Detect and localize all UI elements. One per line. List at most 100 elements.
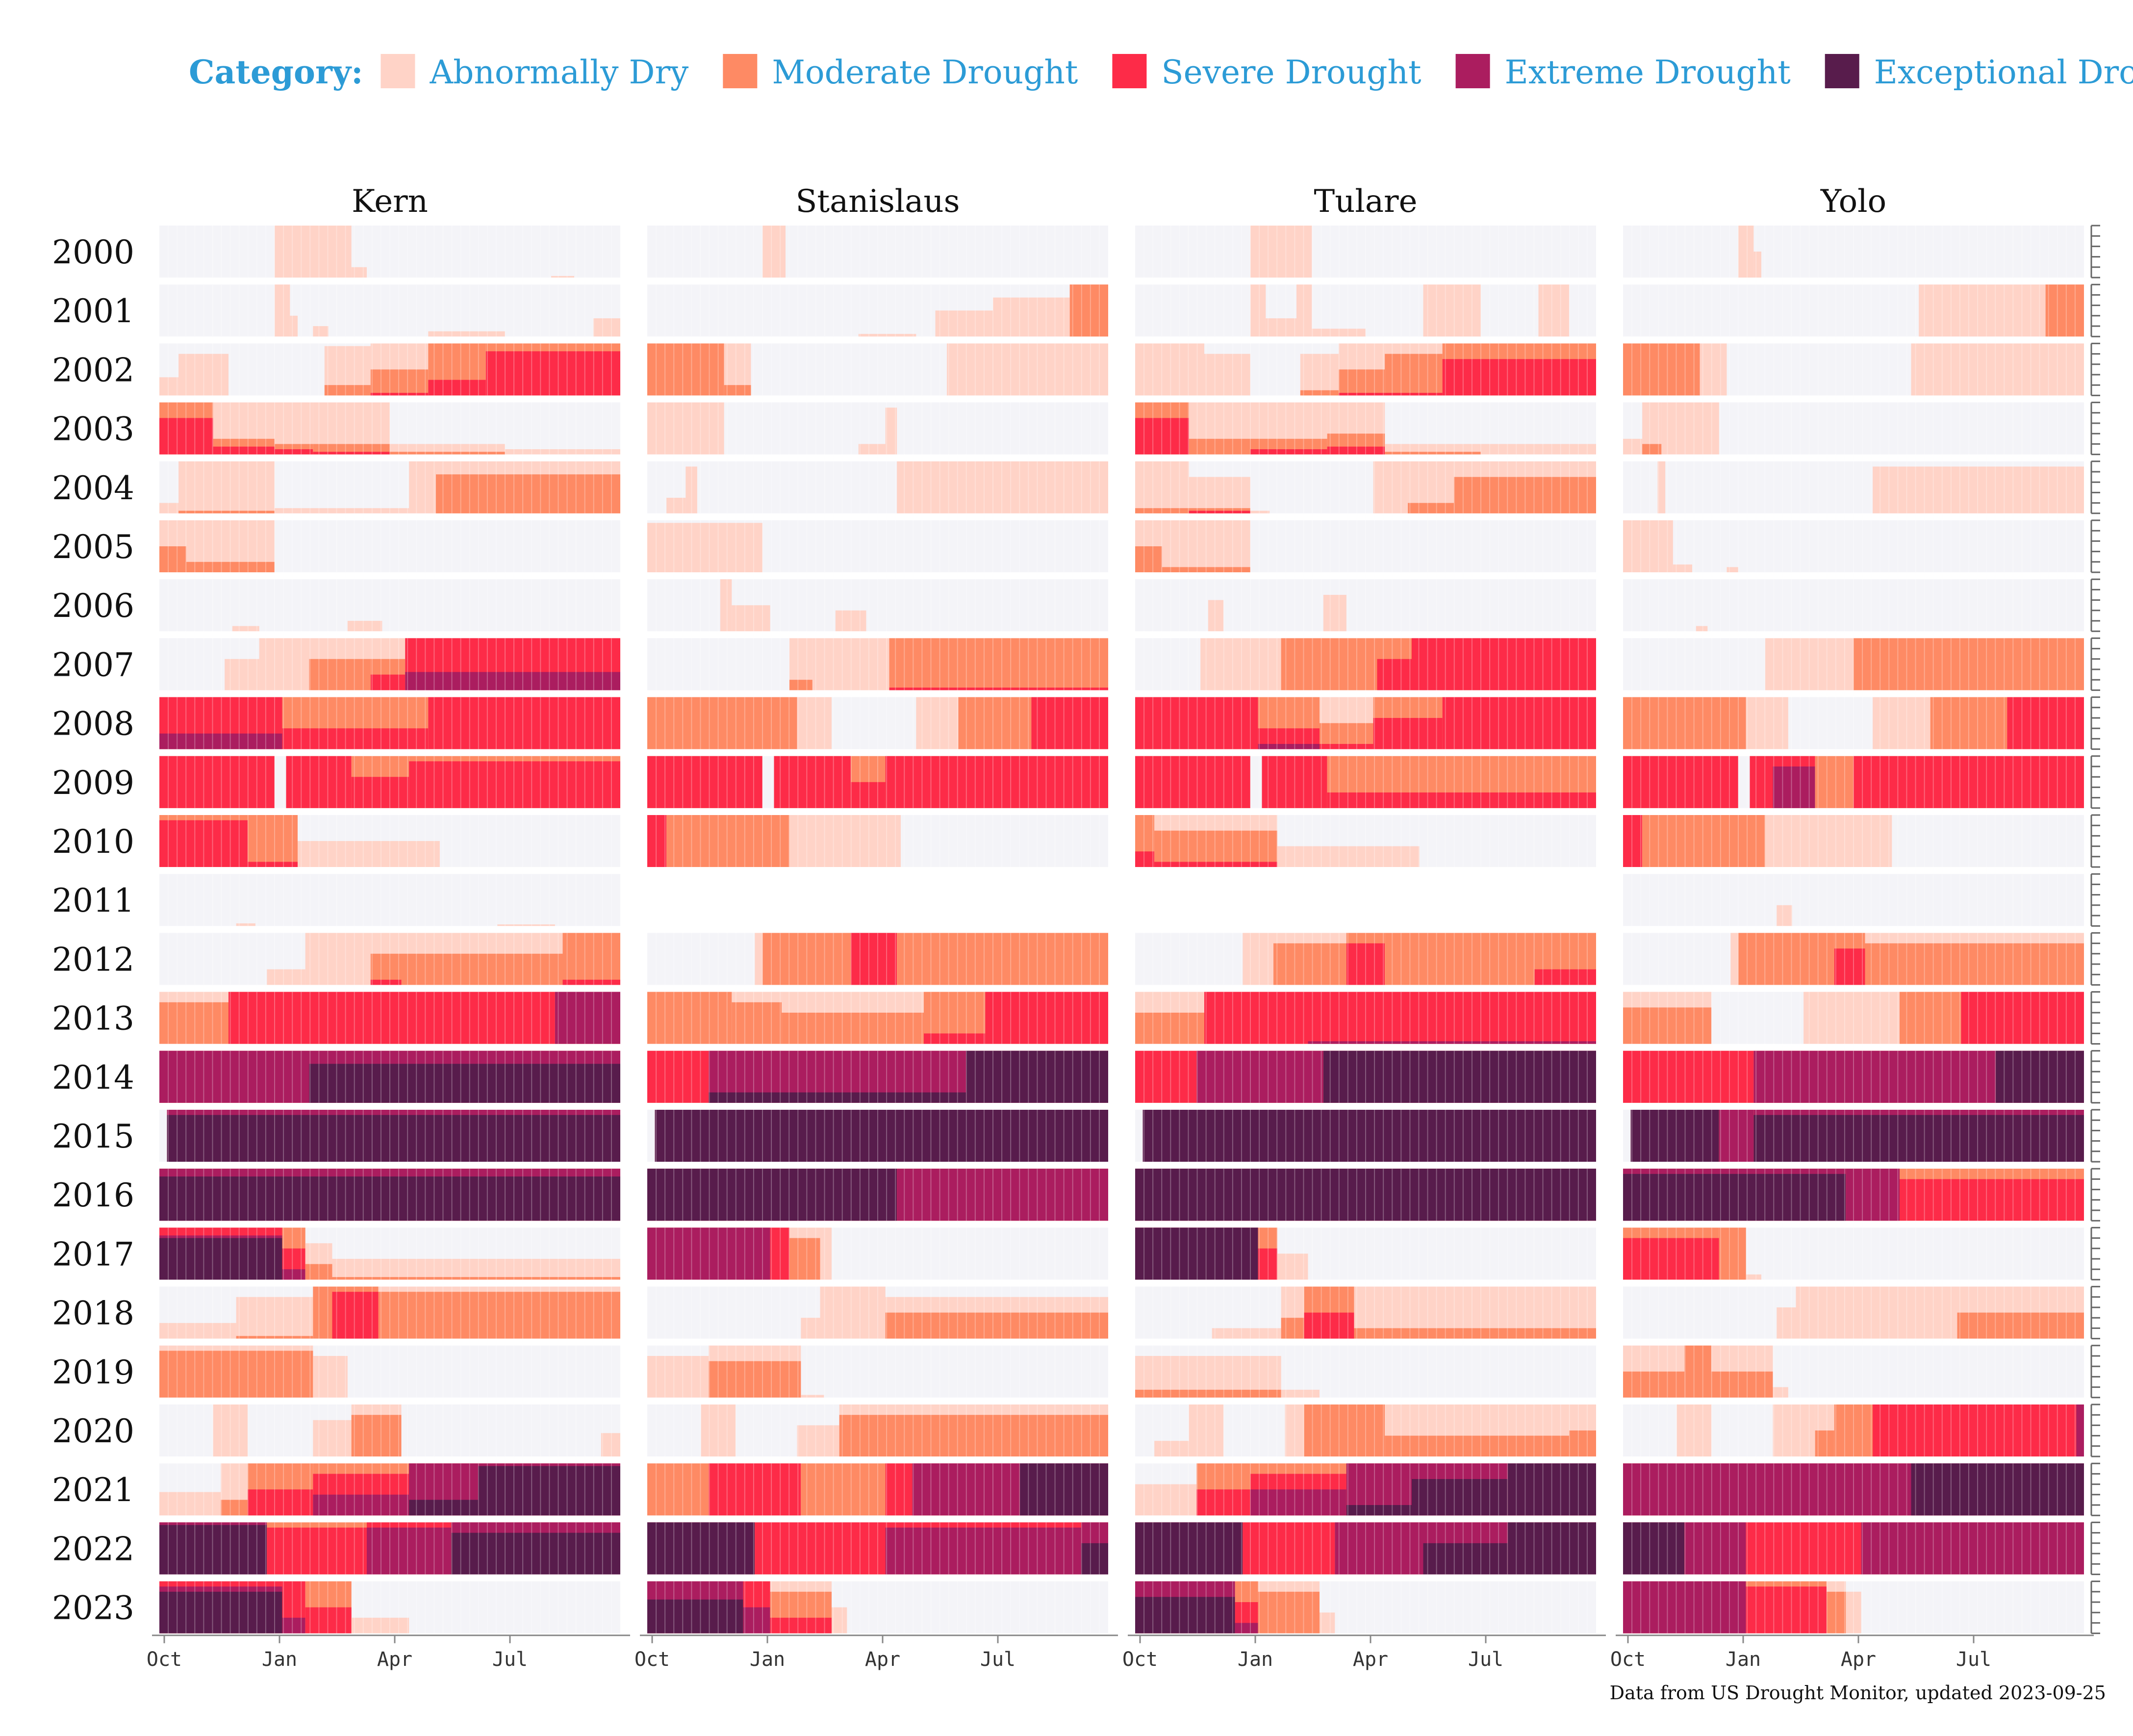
area-severe-drought <box>1250 449 1327 455</box>
week-stripes <box>1143 1581 1588 1634</box>
area-extreme-drought <box>367 1528 452 1575</box>
area-abnormally-dry <box>1753 252 1761 278</box>
area-abnormally-dry <box>428 331 505 337</box>
area-moderate-drought <box>1408 503 1454 513</box>
legend-item-abnormally-dry: Abnormally Dry <box>381 53 689 91</box>
row-stanislaus-2020 <box>647 1404 1108 1456</box>
area-moderate-drought <box>789 1238 820 1280</box>
year-label-2019: 2019 <box>52 1353 134 1391</box>
area-moderate-drought <box>178 511 275 513</box>
week-stripes <box>1631 226 2076 278</box>
area-exceptional-drought <box>1135 1597 1235 1634</box>
row-stanislaus-2017 <box>647 1227 1108 1280</box>
area-moderate-drought <box>762 933 851 985</box>
area-moderate-drought <box>305 1264 332 1280</box>
area-abnormally-dry <box>1623 520 1673 572</box>
area-severe-drought <box>1377 659 1412 690</box>
area-moderate-drought <box>1385 354 1443 396</box>
week-stripes <box>168 1345 612 1398</box>
week-stripes <box>1143 226 1588 278</box>
area-abnormally-dry <box>1296 284 1312 337</box>
county-title-yolo: Yolo <box>1820 183 1886 220</box>
row-tulare-2003 <box>1135 402 1596 455</box>
area-extreme-drought <box>1250 1489 1346 1516</box>
area-exceptional-drought <box>309 1064 620 1103</box>
area-abnormally-dry <box>1700 343 1727 396</box>
area-abnormally-dry <box>1285 1404 1304 1456</box>
legend-swatch <box>381 54 415 88</box>
row-tulare-2009 <box>1135 756 1596 808</box>
area-moderate-drought <box>236 1336 313 1339</box>
area-severe-drought <box>159 820 248 867</box>
row-tulare-2007 <box>1135 638 1596 690</box>
x-tick-label-jan: Jan <box>1238 1648 1273 1671</box>
row-tulare-2016 <box>1135 1169 1596 1221</box>
area-abnormally-dry <box>1673 564 1692 572</box>
area-exceptional-drought <box>966 1050 1108 1103</box>
week-stripes <box>1143 343 1588 396</box>
week-stripes <box>656 815 1100 867</box>
area-exceptional-drought <box>1135 1169 1596 1221</box>
area-severe-drought <box>1308 992 1596 1044</box>
area-moderate-drought <box>724 385 751 396</box>
area-severe-drought <box>401 992 555 1044</box>
week-stripes <box>656 1345 1100 1398</box>
week-stripes <box>168 1169 612 1221</box>
area-abnormally-dry <box>1727 567 1738 572</box>
week-stripes <box>168 1286 612 1339</box>
row-tulare-2021 <box>1135 1463 1596 1516</box>
row-tulare-2023 <box>1135 1581 1596 1634</box>
area-moderate-drought <box>221 1500 248 1516</box>
area-moderate-drought <box>732 1002 782 1044</box>
row-kern-2019 <box>159 1345 620 1398</box>
week-stripes <box>1143 992 1588 1044</box>
x-tick-label-oct: Oct <box>147 1648 182 1671</box>
area-severe-drought <box>1135 1050 1197 1103</box>
area-abnormally-dry <box>1373 461 1408 513</box>
area-abnormally-dry <box>820 1286 886 1339</box>
year-label-2004: 2004 <box>52 469 134 507</box>
area-abnormally-dry <box>686 466 697 513</box>
area-extreme-drought <box>897 1169 1108 1221</box>
row-tulare-2000 <box>1135 226 1596 278</box>
row-tulare-2022 <box>1135 1522 1596 1575</box>
area-extreme-drought <box>1235 1623 1258 1634</box>
area-severe-drought <box>275 449 313 455</box>
area-abnormally-dry <box>313 1420 352 1456</box>
area-moderate-drought <box>370 369 429 396</box>
area-exceptional-drought <box>709 1092 966 1103</box>
area-extreme-drought <box>647 1227 770 1280</box>
week-stripes <box>168 992 612 1044</box>
area-moderate-drought <box>1281 638 1377 690</box>
week-stripes <box>656 1286 1100 1339</box>
area-extreme-drought <box>1308 1041 1596 1044</box>
row-kern-2008 <box>159 697 620 749</box>
area-moderate-drought <box>889 638 1108 690</box>
year-label-2002: 2002 <box>52 351 134 389</box>
row-kern-2020 <box>159 1404 620 1456</box>
week-stripes <box>168 402 612 455</box>
area-severe-drought <box>985 992 1108 1044</box>
area-abnormally-dry <box>1154 1441 1189 1456</box>
row-yolo-2005 <box>1623 520 2084 572</box>
area-moderate-drought <box>1304 1404 1385 1456</box>
county-title-tulare: Tulare <box>1314 183 1418 220</box>
legend-label: Extreme Drought <box>1505 53 1791 91</box>
area-exceptional-drought <box>451 1532 620 1575</box>
area-abnormally-dry <box>593 318 620 337</box>
row-kern-2021 <box>159 1463 620 1516</box>
area-severe-drought <box>1243 1522 1335 1575</box>
area-abnormally-dry <box>1911 343 2084 396</box>
area-moderate-drought <box>332 1277 620 1280</box>
x-tick-label-jul: Jul <box>492 1648 528 1671</box>
year-label-2012: 2012 <box>52 941 134 978</box>
drought-chart: Kern Stanislaus Tulare Yolo 2000 2001 2002 2003… <box>52 183 2100 1671</box>
area-abnormally-dry <box>701 1404 736 1456</box>
week-stripes <box>656 343 1100 396</box>
year-label-2016: 2016 <box>52 1176 134 1214</box>
legend-swatch <box>723 54 758 88</box>
area-severe-drought <box>1534 969 1596 985</box>
area-abnormally-dry <box>812 638 889 690</box>
row-yolo-2006 <box>1623 579 2084 632</box>
week-stripes <box>1143 520 1588 572</box>
